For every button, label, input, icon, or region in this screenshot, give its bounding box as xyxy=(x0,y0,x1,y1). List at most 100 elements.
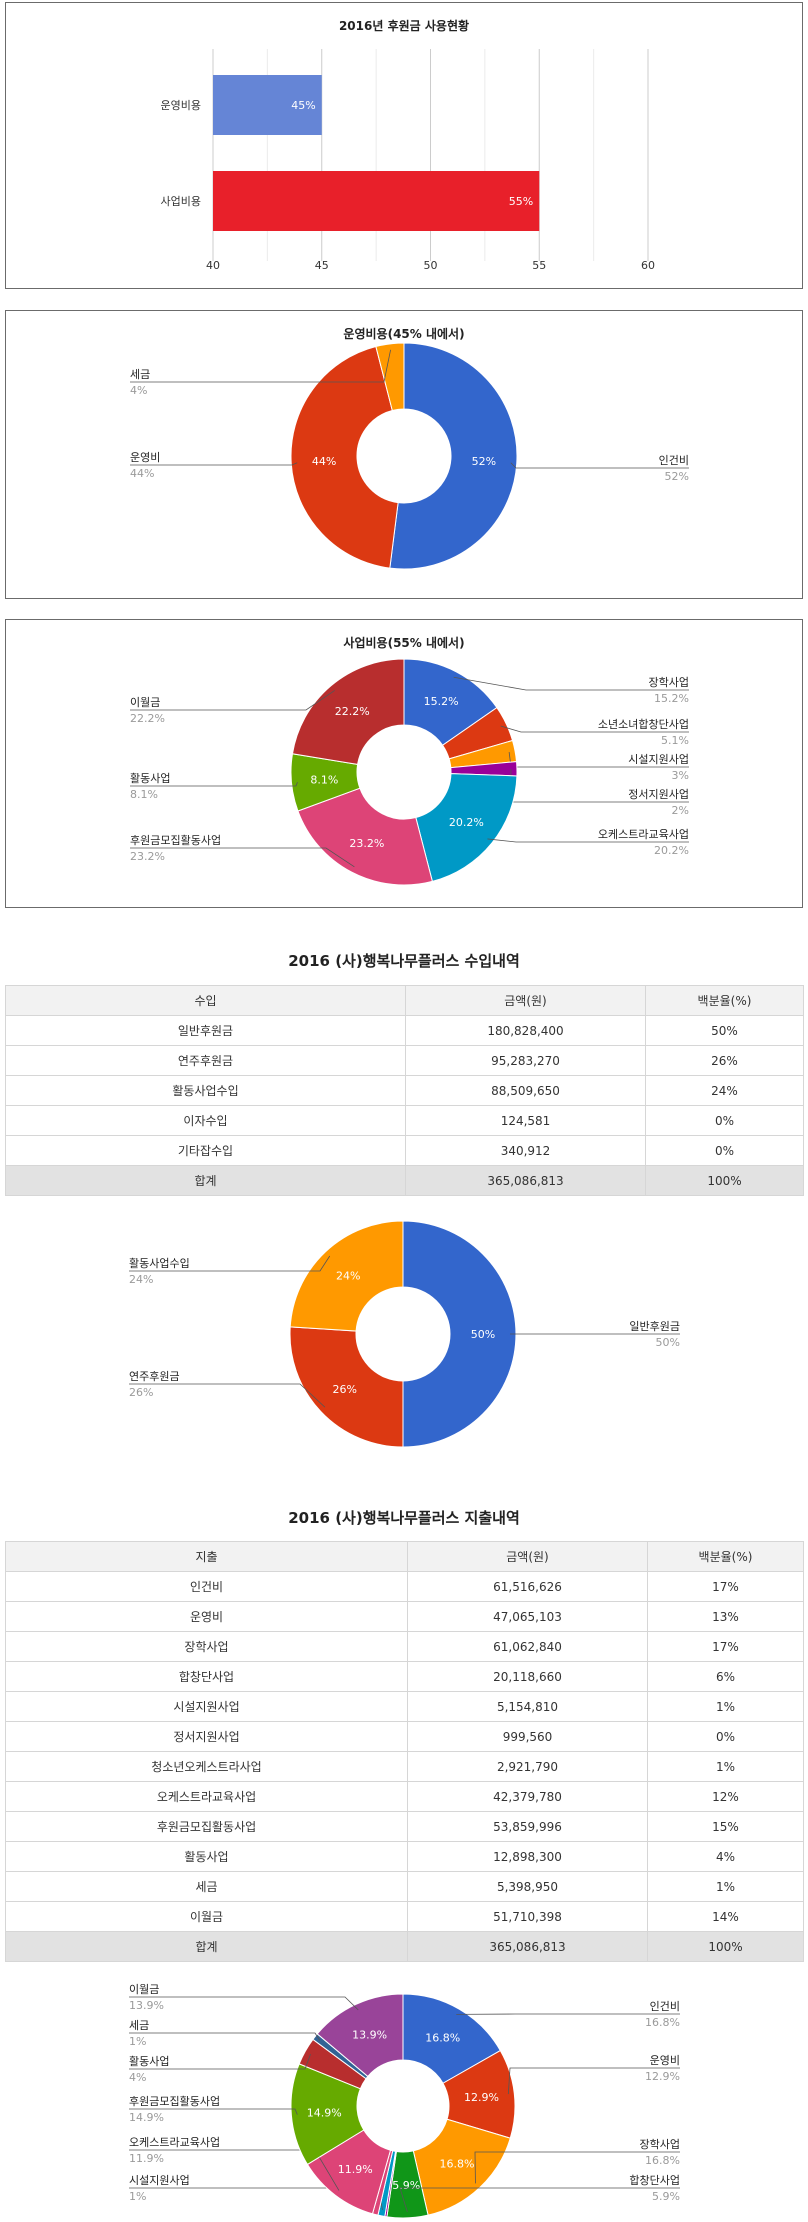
expense-cell-item: 인건비 xyxy=(6,1572,408,1602)
income-total-percent: 100% xyxy=(646,1166,804,1196)
slice-legend-name: 장학사업 xyxy=(640,2138,680,2151)
income-cell-amount: 88,509,650 xyxy=(406,1076,646,1106)
income-cell-percent: 0% xyxy=(646,1136,804,1166)
expense-cell-item: 장학사업 xyxy=(6,1632,408,1662)
expense-col-item: 지출 xyxy=(6,1542,408,1572)
slice-legend-value: 13.9% xyxy=(129,1999,164,2012)
x-tick-label: 40 xyxy=(206,259,220,272)
slice-legend-value: 14.9% xyxy=(129,2111,164,2124)
slice-legend-name: 연주후원금 xyxy=(129,1370,180,1383)
expense-cell-percent: 6% xyxy=(648,1662,804,1692)
x-tick-label: 45 xyxy=(315,259,329,272)
expense-cell-item: 청소년오케스트라사업 xyxy=(6,1752,408,1782)
slice-legend-value: 1% xyxy=(129,2190,146,2203)
expense-cell-item: 후원금모집활동사업 xyxy=(6,1812,408,1842)
donut-slice xyxy=(291,347,398,569)
donut-slice xyxy=(390,343,517,569)
expense-cell-amount: 47,065,103 xyxy=(408,1602,648,1632)
expense-cell-amount: 5,398,950 xyxy=(408,1872,648,1902)
income-cell-percent: 26% xyxy=(646,1046,804,1076)
slice-legend-value: 26% xyxy=(129,1386,153,1399)
income-header-row: 수입 금액(원) 백분율(%) xyxy=(6,986,804,1016)
expense-total-item: 합계 xyxy=(6,1932,408,1962)
expense-cell-item: 세금 xyxy=(6,1872,408,1902)
slice-legend-name: 일반후원금 xyxy=(629,1319,680,1333)
expense-cell-percent: 0% xyxy=(648,1722,804,1752)
income-cell-amount: 95,283,270 xyxy=(406,1046,646,1076)
slice-legend-name: 오케스트라교육사업 xyxy=(598,828,689,841)
slice-legend-name: 인건비 xyxy=(650,2000,680,2013)
x-tick-label: 60 xyxy=(641,259,655,272)
expense-cell-amount: 5,154,810 xyxy=(408,1692,648,1722)
slice-legend-value: 4% xyxy=(129,2071,146,2084)
slice-legend-value: 12.9% xyxy=(645,2070,680,2083)
slice-legend-name: 후원금모집활동사업 xyxy=(129,2094,220,2108)
expense-cell-percent: 13% xyxy=(648,1602,804,1632)
slice-legend-value: 52% xyxy=(665,470,689,483)
income-title: 2016 (사)행복나무플러스 수입내역 xyxy=(0,950,808,971)
slice-legend-name: 이월금 xyxy=(129,1983,159,1996)
expense-cell-amount: 61,062,840 xyxy=(408,1632,648,1662)
slice-inner-label: 16.8% xyxy=(425,2032,460,2045)
slice-inner-label: 52% xyxy=(472,455,496,468)
slice-legend-name: 활동사업 xyxy=(129,2054,169,2068)
x-tick-label: 55 xyxy=(532,259,546,272)
expense-cell-percent: 15% xyxy=(648,1812,804,1842)
expense-cell-percent: 17% xyxy=(648,1632,804,1662)
income-cell-item: 활동사업수입 xyxy=(6,1076,406,1106)
slice-legend-name: 소년소녀합창단사업 xyxy=(598,718,689,731)
expense-cell-amount: 999,560 xyxy=(408,1722,648,1752)
slice-legend-value: 16.8% xyxy=(645,2016,680,2029)
donut-slice xyxy=(403,1221,516,1447)
bar-category-label: 사업비용 xyxy=(161,195,201,208)
biz-donut-chart: 15.2%장학사업15.2%소년소녀합창단사업5.1%시설지원사업3%정서지원사… xyxy=(6,620,802,907)
expense-cell-amount: 61,516,626 xyxy=(408,1572,648,1602)
expense-cell-amount: 51,710,398 xyxy=(408,1902,648,1932)
expense-cell-amount: 20,118,660 xyxy=(408,1662,648,1692)
slice-inner-label: 24% xyxy=(336,1270,360,1283)
expense-total-percent: 100% xyxy=(648,1932,804,1962)
income-cell-percent: 24% xyxy=(646,1076,804,1106)
slice-inner-label: 23.2% xyxy=(349,837,384,850)
expense-cell-percent: 1% xyxy=(648,1752,804,1782)
expense-cell-percent: 4% xyxy=(648,1842,804,1872)
slice-legend-value: 3% xyxy=(672,769,689,782)
expense-cell-percent: 14% xyxy=(648,1902,804,1932)
slice-legend-value: 4% xyxy=(130,384,147,397)
slice-inner-label: 15.2% xyxy=(424,695,459,708)
slice-legend-name: 합창단사업 xyxy=(629,2174,680,2187)
bar-category-label: 운영비용 xyxy=(161,99,201,112)
slice-inner-label: 11.9% xyxy=(338,2163,373,2176)
slice-inner-label: 22.2% xyxy=(335,705,370,718)
expense-cell-amount: 12,898,300 xyxy=(408,1842,648,1872)
expense-cell-amount: 53,859,996 xyxy=(408,1812,648,1842)
expense-cell-amount: 2,921,790 xyxy=(408,1752,648,1782)
expense-cell-item: 이월금 xyxy=(6,1902,408,1932)
income-cell-item: 기타잡수입 xyxy=(6,1136,406,1166)
expense-cell-percent: 17% xyxy=(648,1572,804,1602)
slice-inner-label: 8.1% xyxy=(310,774,338,787)
slice-legend-value: 23.2% xyxy=(130,850,165,863)
leader-line xyxy=(129,2033,320,2040)
bar-data-label: 45% xyxy=(291,99,315,112)
